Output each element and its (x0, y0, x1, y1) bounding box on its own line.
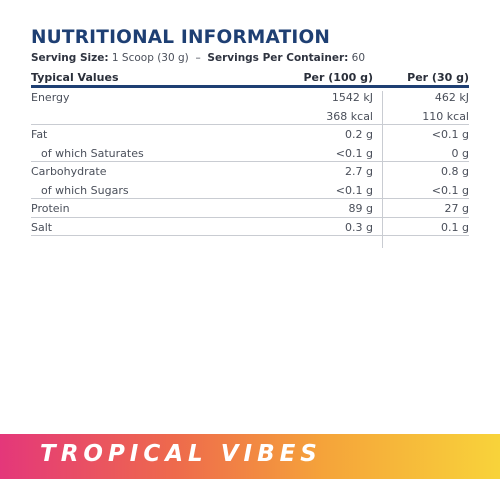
row-label: Carbohydrate (31, 165, 107, 178)
flavor-name: TROPICAL VIBES (40, 441, 322, 467)
table-row-energy-kj: Energy 1542 kJ 462 kJ (31, 88, 469, 107)
row-per-30g: 0.1 g (441, 220, 469, 234)
table-row-saturates: of which Saturates <0.1 g 0 g (31, 144, 469, 162)
row-per-100g: 368 kcal (326, 109, 373, 123)
row-per-100g: 89 g (348, 202, 373, 215)
serving-size-value: 1 Scoop (30 g) (111, 52, 189, 64)
row-label: Energy (31, 91, 70, 104)
header-per-100g: Per (100 g) (303, 71, 374, 84)
row-label: Protein (31, 202, 70, 215)
servings-per-container-label: Servings Per Container: (207, 52, 349, 64)
row-per-100g: 1542 kJ (331, 91, 373, 104)
table-row-sugars: of which Sugars <0.1 g <0.1 g (31, 181, 469, 199)
row-per-100g: <0.1 g (335, 146, 373, 160)
table-row-protein: Protein 89 g 27 g (31, 199, 469, 218)
serving-info: Serving Size: 1 Scoop (30 g) – Servings … (31, 52, 365, 64)
table-row-salt: Salt 0.3 g 0.1 g (31, 218, 469, 236)
page-title: NUTRITIONAL INFORMATION (31, 27, 331, 48)
serving-dash: – (195, 52, 201, 64)
row-label: of which Saturates (41, 146, 144, 160)
row-per-100g: 0.3 g (345, 220, 373, 234)
table-row-energy-kcal: 368 kcal 110 kcal (31, 107, 469, 125)
table-row-carbohydrate: Carbohydrate 2.7 g 0.8 g (31, 162, 469, 181)
row-per-30g: 110 kcal (422, 109, 469, 123)
nutrition-table: Typical Values Per (100 g) Per (30 g) En… (31, 69, 469, 236)
row-per-30g: 0.8 g (441, 165, 469, 178)
table-header: Typical Values Per (100 g) Per (30 g) (31, 69, 469, 88)
row-per-100g: <0.1 g (335, 183, 373, 197)
row-label: Fat (31, 128, 48, 141)
row-per-30g: 462 kJ (434, 91, 469, 104)
flavor-banner: TROPICAL VIBES (0, 434, 500, 479)
table-row-fat: Fat 0.2 g <0.1 g (31, 125, 469, 144)
header-typical-values: Typical Values (31, 71, 119, 84)
row-per-100g: 2.7 g (345, 165, 373, 178)
header-per-30g: Per (30 g) (407, 71, 469, 84)
row-per-30g: 0 g (451, 146, 469, 160)
serving-size-label: Serving Size: (31, 52, 109, 64)
row-per-30g: 27 g (444, 202, 469, 215)
row-per-30g: <0.1 g (431, 128, 469, 141)
servings-per-container-value: 60 (351, 52, 366, 64)
column-divider (382, 91, 383, 248)
row-per-30g: <0.1 g (431, 183, 469, 197)
row-per-100g: 0.2 g (345, 128, 373, 141)
row-label: Salt (31, 220, 53, 234)
row-label: of which Sugars (41, 183, 129, 197)
